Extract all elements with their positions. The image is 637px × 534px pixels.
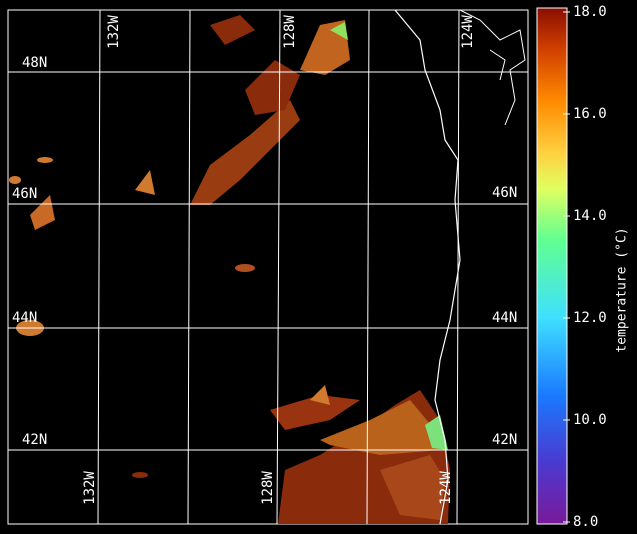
colorbar-tick-label: 14.0 bbox=[573, 208, 607, 224]
graticule bbox=[8, 9, 528, 525]
sst-field bbox=[9, 10, 526, 524]
colorbar-tick-label: 16.0 bbox=[573, 106, 607, 122]
lon-label: 132W bbox=[106, 15, 122, 49]
lon-labels: 132W 128W 124W 132W 128W 124W bbox=[82, 15, 476, 505]
lat-label: 46N bbox=[12, 186, 37, 202]
colorbar-label: temperature (°C) bbox=[615, 227, 630, 352]
colorbar-tick-label: 18.0 bbox=[573, 4, 607, 20]
colorbar-tick-label: 12.0 bbox=[573, 310, 607, 326]
lat-label: 48N bbox=[22, 55, 47, 71]
lat-label: 42N bbox=[22, 432, 47, 448]
lon-label: 124W bbox=[460, 15, 476, 49]
lat-label: 44N bbox=[492, 310, 517, 326]
lat-label: 44N bbox=[12, 310, 37, 326]
lat-labels: 48N 46N 44N 42N 46N 44N 42N bbox=[12, 55, 517, 448]
lon-label: 128W bbox=[282, 15, 298, 49]
lat-label: 46N bbox=[492, 185, 517, 201]
lon-label: 132W bbox=[82, 471, 98, 505]
lat-label: 42N bbox=[492, 432, 517, 448]
colorbar-tick-label: 10.0 bbox=[573, 412, 607, 428]
lon-label: 124W bbox=[438, 471, 454, 505]
lon-label: 128W bbox=[260, 471, 276, 505]
colorbar-ticks: 8.0 10.0 12.0 14.0 16.0 18.0 bbox=[563, 4, 607, 530]
colorbar bbox=[536, 7, 568, 525]
colorbar-tick-label: 8.0 bbox=[573, 514, 598, 530]
